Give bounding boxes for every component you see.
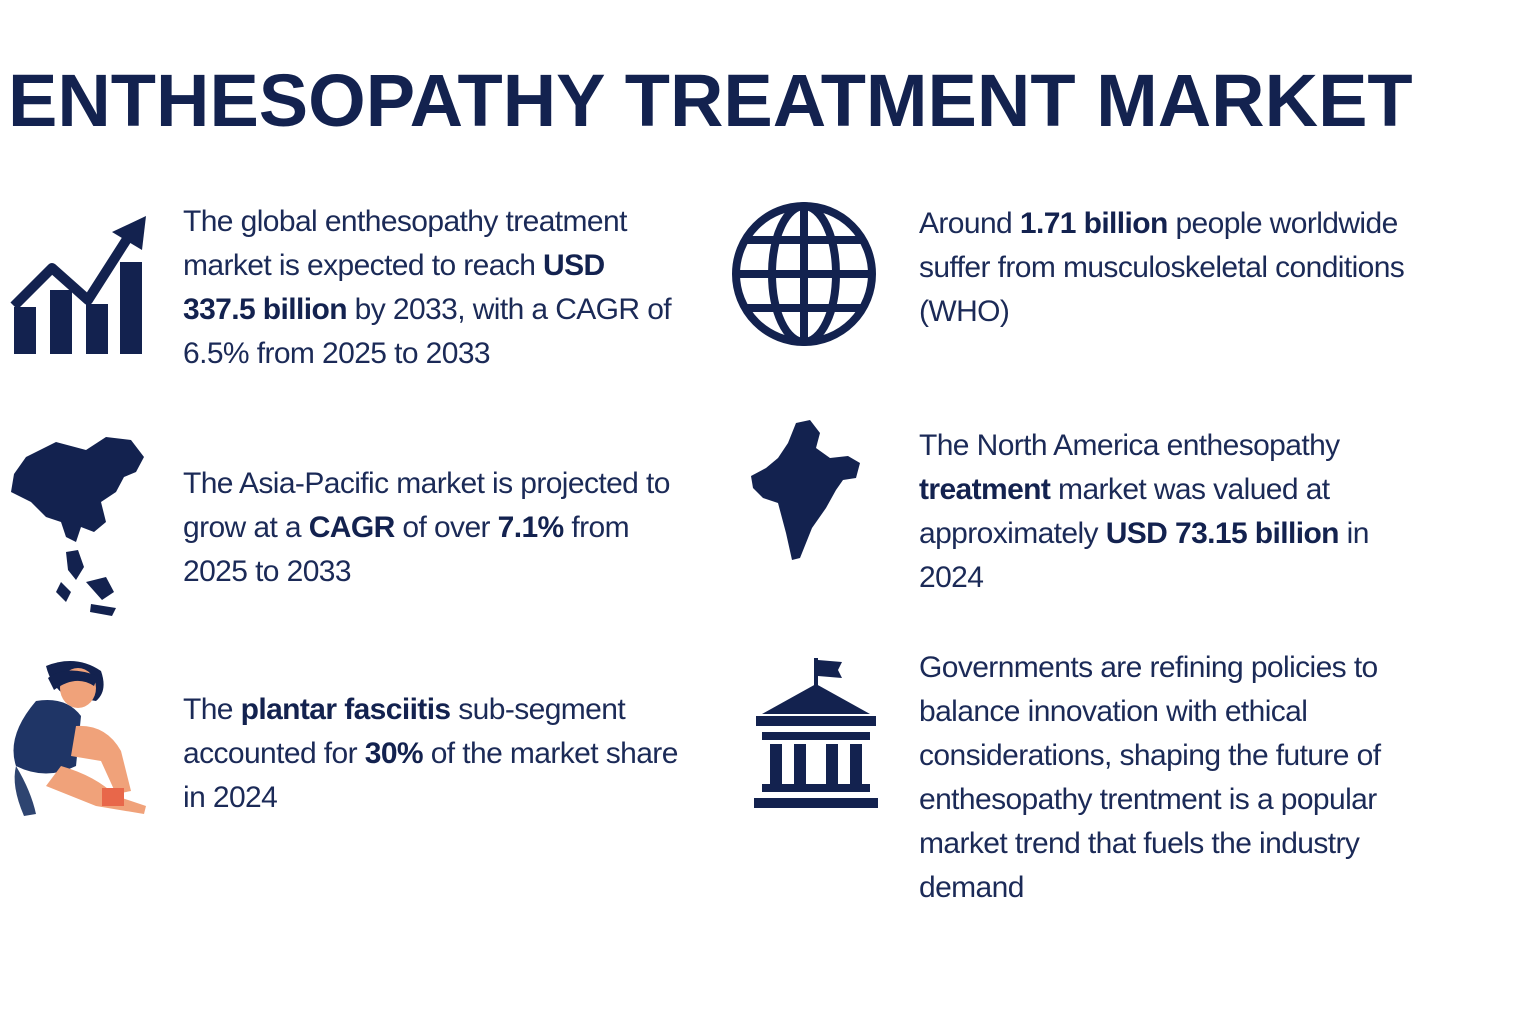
fact-highlight: CAGR [308, 511, 396, 544]
fact-text: from 2025 to 2033 [183, 511, 630, 588]
fact-text: The North America enthesopathy [919, 429, 1340, 462]
fact: The Asia-Pacific market is projected to … [183, 462, 683, 594]
fact-text: The [183, 693, 241, 726]
fact-text: people worldwide suffer from musculoskel… [919, 207, 1405, 328]
government-icon [754, 658, 878, 808]
globe-icon [732, 202, 876, 346]
fact-highlight: treatment [919, 473, 1051, 506]
fact-text: The Asia-Pacific market is projected to … [183, 467, 670, 544]
woman-icon [13, 661, 146, 816]
asia-map-icon [11, 437, 144, 616]
fact-text: Around [919, 207, 1020, 240]
fact-text: of over [394, 511, 498, 544]
fact-highlight: 1.71 billion [1019, 207, 1168, 240]
fact-text: by 2033, with a CAGR of 6.5% from 2025 t… [183, 293, 672, 370]
fact-highlight: plantar fasciitis [240, 693, 451, 726]
fact: Governments are refining policies to bal… [919, 646, 1419, 910]
title: ENTHESOPATHY TREATMENT MARKET [8, 59, 1413, 142]
fact-highlight: USD 337.5 billion [183, 249, 605, 326]
fact: The North America enthesopathy treatment… [919, 424, 1419, 600]
fact-text: sub-segment accounted for [183, 693, 626, 770]
fact-highlight: USD 73.15 billion [1105, 517, 1340, 550]
fact-text: in 2024 [919, 517, 1369, 594]
fact-text: of the market share in 2024 [183, 737, 678, 814]
fact-highlight: 7.1% [497, 511, 565, 544]
fact-highlight: 30% [364, 737, 424, 770]
fact-text: The global enthesopathy treatment market… [183, 205, 627, 282]
growth-icon [10, 216, 146, 354]
fact-text: market was valued at approximately [919, 473, 1330, 550]
india-map-icon [751, 420, 860, 560]
fact-text: Governments are refining policies to bal… [919, 651, 1381, 904]
fact: The plantar fasciitis sub-segment accoun… [183, 688, 683, 820]
fact: The global enthesopathy treatment market… [183, 200, 683, 376]
fact: Around 1.71 billion people worldwide suf… [919, 202, 1419, 334]
